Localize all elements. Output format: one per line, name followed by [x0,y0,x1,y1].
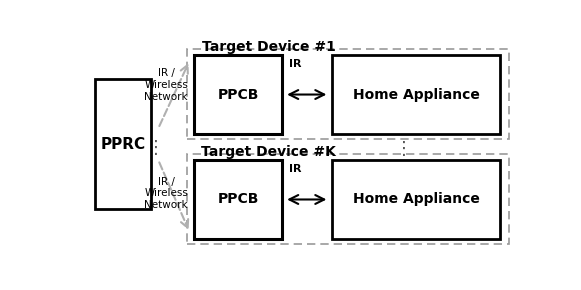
Bar [95,79,152,209]
Text: PPCB: PPCB [217,193,259,206]
Bar [332,55,500,134]
Bar [332,160,500,239]
Text: PPRC: PPRC [101,137,146,152]
Bar [188,49,510,139]
Bar [188,154,510,244]
Text: Home Appliance: Home Appliance [353,88,479,102]
Text: IR /
Wireless
Network: IR / Wireless Network [144,177,188,210]
Bar [194,55,282,134]
Text: Target Device #K: Target Device #K [201,145,336,159]
Text: IR: IR [289,59,302,69]
Text: PPCB: PPCB [217,88,259,102]
Text: ⋮: ⋮ [394,140,413,158]
Text: IR: IR [289,164,302,174]
Text: Home Appliance: Home Appliance [353,193,479,206]
Text: ⋮: ⋮ [147,139,165,157]
Text: Target Device #1: Target Device #1 [202,40,335,55]
Bar [194,160,282,239]
Text: IR /
Wireless
Network: IR / Wireless Network [144,68,188,102]
